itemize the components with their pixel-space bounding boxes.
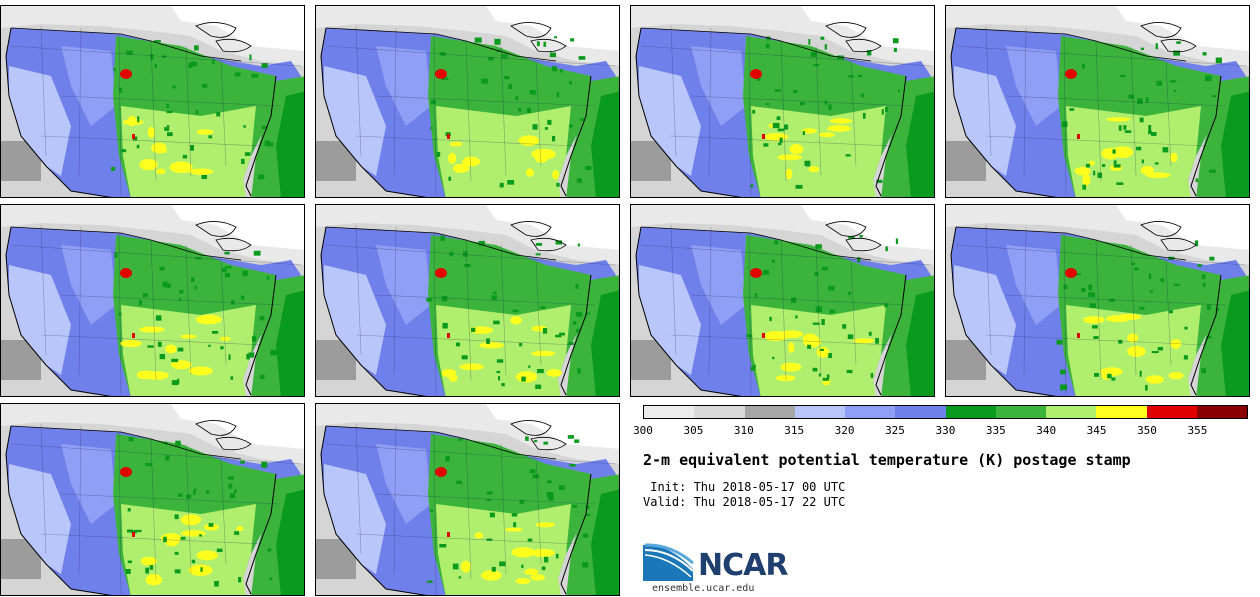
ensemble-member-map: 9 [0,403,305,596]
map-graphic [316,404,619,595]
plot-title: 2-m equivalent potential temperature (K)… [643,451,1131,469]
colorbar-segment [694,406,745,418]
ensemble-member-map: 1 [0,5,305,198]
colorbar-tick-label: 355 [1187,424,1208,437]
colorbar-tick-label: 315 [784,424,805,437]
map-graphic [631,6,934,197]
colorbar-segment [995,406,1046,418]
ensemble-member-map: 6 [315,204,620,397]
colorbar-segment [845,406,896,418]
ensemble-member-map: 10 [315,403,620,596]
map-graphic [946,6,1249,197]
map-graphic [1,205,304,396]
colorbar-segment [945,406,996,418]
colorbar-segment [1096,406,1147,418]
colorbar-tick-label: 335 [985,424,1006,437]
colorbar-segment [1196,406,1247,418]
map-graphic [316,205,619,396]
map-graphic [946,205,1249,396]
ensemble-member-map: 2 [315,5,620,198]
ncar-logo-icon [643,543,694,581]
colorbar-tick-label: 300 [633,424,653,437]
colorbar-segment [1146,406,1197,418]
map-graphic [1,404,304,595]
colorbar-segment [644,406,695,418]
colorbar-tick-label: 325 [885,424,905,437]
ensemble-member-map: 4 [945,5,1250,198]
logo-text: NCAR [698,548,788,583]
map-graphic [631,205,934,396]
colorbar-tick-label: 305 [683,424,704,437]
colorbar-segment [1046,406,1097,418]
ensemble-member-map: 8 [945,204,1250,397]
colorbar-tick-label: 345 [1086,424,1107,437]
colorbar-tick-label: 310 [733,424,754,437]
site-url: ensemble.ucar.edu [652,583,755,594]
valid-time: Valid: Thu 2018-05-17 22 UTC [643,495,846,509]
ensemble-member-map: 3 [630,5,935,198]
map-graphic [1,6,304,197]
ensemble-member-map: 7 [630,204,935,397]
colorbar-tick-label: 330 [935,424,956,437]
colorbar-segment [794,406,845,418]
map-graphic [316,6,619,197]
colorbar-segment [744,406,795,418]
colorbar-tick-label: 340 [1036,424,1057,437]
colorbar-tick-label: 350 [1137,424,1157,437]
colorbar-tick-label: 320 [834,424,855,437]
colorbar-segment [895,406,946,418]
colorbar [643,405,1248,419]
init-time: Init: Thu 2018-05-17 00 UTC [643,480,846,494]
ensemble-member-map: 5 [0,204,305,397]
